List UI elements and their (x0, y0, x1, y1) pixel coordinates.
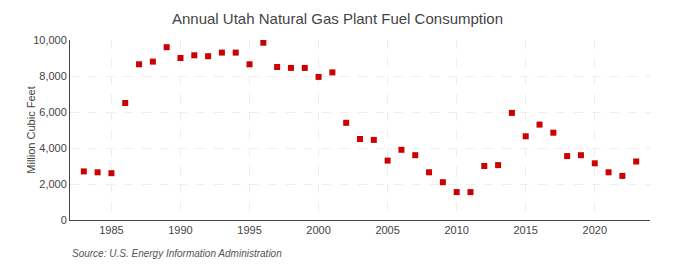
svg-text:1995: 1995 (237, 224, 261, 236)
svg-text:Million Cubic Feet: Million Cubic Feet (25, 86, 37, 173)
svg-text:Annual Utah Natural Gas Plant: Annual Utah Natural Gas Plant Fuel Consu… (172, 10, 503, 27)
svg-text:2005: 2005 (375, 224, 399, 236)
svg-text:2010: 2010 (444, 224, 468, 236)
svg-text:0: 0 (61, 214, 67, 226)
svg-text:1985: 1985 (99, 224, 123, 236)
svg-text:1990: 1990 (168, 224, 192, 236)
svg-text:2015: 2015 (513, 224, 537, 236)
svg-text:10,000: 10,000 (33, 34, 67, 46)
svg-text:2020: 2020 (583, 224, 607, 236)
svg-text:2,000: 2,000 (39, 178, 67, 190)
svg-text:4,000: 4,000 (39, 142, 67, 154)
svg-text:8,000: 8,000 (39, 70, 67, 82)
svg-text:6,000: 6,000 (39, 106, 67, 118)
svg-text:Source: U.S. Energy Informatio: Source: U.S. Energy Information Administ… (72, 248, 282, 259)
svg-text:2000: 2000 (306, 224, 330, 236)
